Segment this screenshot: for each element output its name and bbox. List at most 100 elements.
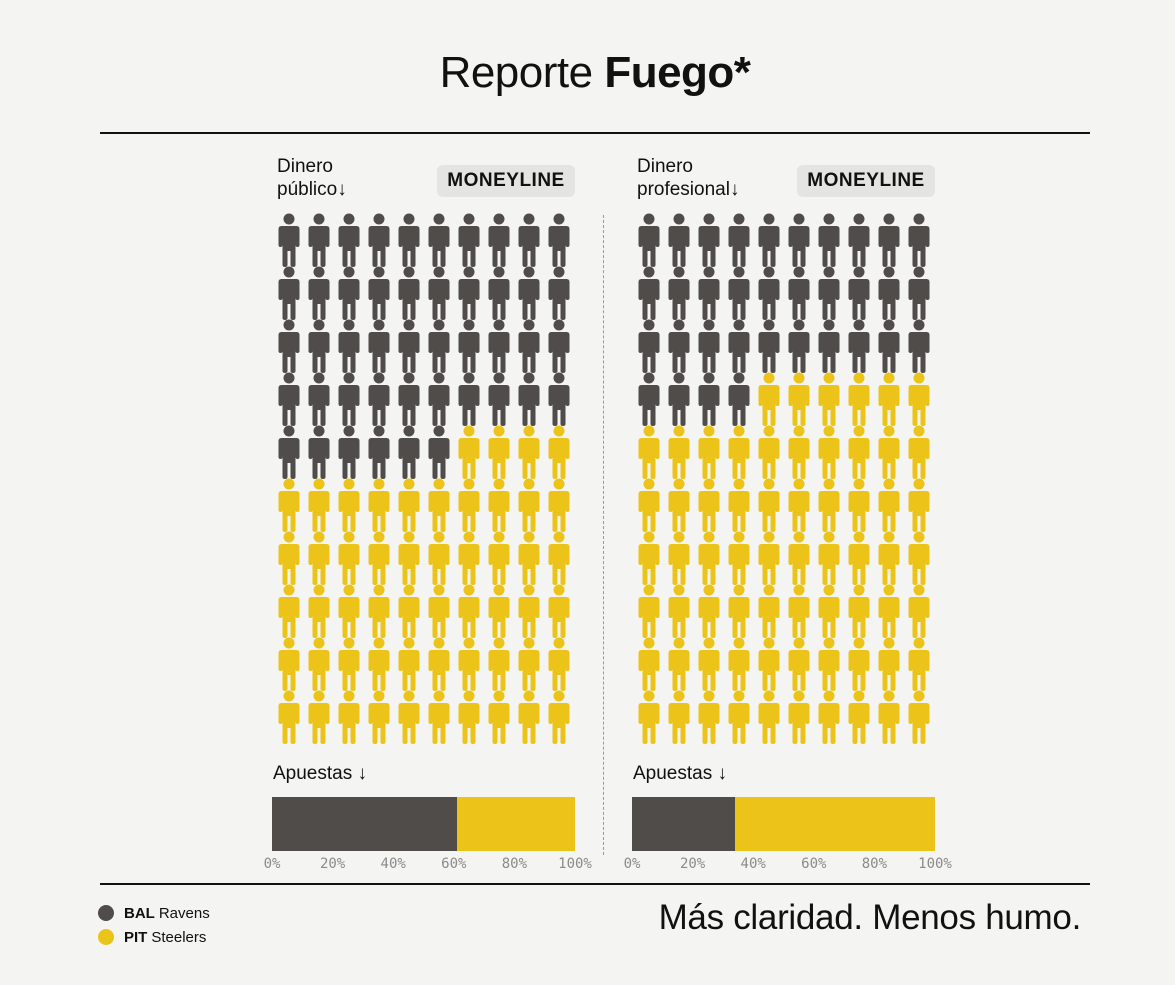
person-icon [818, 319, 840, 373]
person-icon [788, 425, 810, 479]
person-icon [548, 213, 570, 267]
person-icon [728, 425, 750, 479]
person-icon [698, 690, 720, 744]
person-icon [698, 319, 720, 373]
person-icon [878, 319, 900, 373]
person-icon [398, 213, 420, 267]
person-icon [908, 213, 930, 267]
person-icon [908, 690, 930, 744]
axis-tick: 100% [918, 856, 952, 872]
person-icon [848, 478, 870, 532]
person-icon [908, 319, 930, 373]
axis-tick: 40% [380, 856, 406, 872]
legend-name: Steelers [151, 928, 207, 946]
bets-label: Apuestas ↓ [633, 763, 727, 784]
person-icon [668, 531, 690, 585]
person-icon [458, 478, 480, 532]
person-icon [308, 213, 330, 267]
title-light: Reporte [439, 48, 605, 97]
legend: BAL Ravens PIT Steelers [98, 901, 210, 949]
top-rule [100, 132, 1090, 134]
person-icon [278, 319, 300, 373]
person-icon [368, 531, 390, 585]
person-icon [638, 531, 660, 585]
person-icon [398, 266, 420, 320]
person-icon [398, 372, 420, 426]
person-icon [488, 266, 510, 320]
bets-label: Apuestas ↓ [273, 763, 367, 784]
person-icon [308, 372, 330, 426]
person-icon [758, 584, 780, 638]
person-icon [428, 637, 450, 691]
person-icon [758, 690, 780, 744]
person-icon [548, 690, 570, 744]
person-icon [818, 690, 840, 744]
person-icon [908, 637, 930, 691]
person-icon [458, 584, 480, 638]
person-icon [788, 319, 810, 373]
person-icon [308, 637, 330, 691]
waffle-grid [638, 213, 930, 744]
person-icon [278, 637, 300, 691]
person-icon [548, 319, 570, 373]
person-icon [758, 478, 780, 532]
person-icon [848, 637, 870, 691]
panel-label-line1: Dinero [277, 156, 333, 177]
person-icon [308, 319, 330, 373]
person-icon [518, 584, 540, 638]
person-icon [848, 425, 870, 479]
person-icon [908, 266, 930, 320]
person-icon [698, 637, 720, 691]
person-icon [788, 637, 810, 691]
person-icon [638, 637, 660, 691]
person-icon [878, 478, 900, 532]
person-icon [668, 319, 690, 373]
person-icon [878, 531, 900, 585]
person-icon [788, 690, 810, 744]
person-icon [368, 690, 390, 744]
person-icon [548, 531, 570, 585]
person-icon [698, 266, 720, 320]
bets-axis: 0% 20% 40% 60% 80% 100% [624, 856, 972, 876]
person-icon [908, 425, 930, 479]
person-icon [518, 372, 540, 426]
person-icon [698, 372, 720, 426]
person-icon [788, 266, 810, 320]
person-icon [548, 637, 570, 691]
person-icon [488, 319, 510, 373]
person-icon [848, 372, 870, 426]
person-icon [878, 266, 900, 320]
person-icon [848, 266, 870, 320]
person-icon [338, 266, 360, 320]
person-icon [818, 425, 840, 479]
person-icon [638, 690, 660, 744]
person-icon [818, 372, 840, 426]
person-icon [458, 425, 480, 479]
bets-axis: 0% 20% 40% 60% 80% 100% [264, 856, 612, 876]
person-icon [818, 478, 840, 532]
person-icon [668, 584, 690, 638]
person-icon [698, 425, 720, 479]
person-icon [878, 690, 900, 744]
person-icon [638, 425, 660, 479]
panel-divider [603, 215, 604, 855]
person-icon [548, 425, 570, 479]
person-icon [848, 213, 870, 267]
person-icon [758, 266, 780, 320]
person-icon [308, 690, 330, 744]
person-icon [728, 637, 750, 691]
person-icon [488, 372, 510, 426]
person-icon [398, 478, 420, 532]
person-icon [338, 690, 360, 744]
person-icon [368, 213, 390, 267]
person-icon [548, 584, 570, 638]
person-icon [638, 319, 660, 373]
person-icon [698, 531, 720, 585]
person-icon [518, 637, 540, 691]
person-icon [308, 531, 330, 585]
person-icon [398, 690, 420, 744]
person-icon [818, 266, 840, 320]
person-icon [788, 478, 810, 532]
person-icon [698, 584, 720, 638]
person-icon [818, 637, 840, 691]
